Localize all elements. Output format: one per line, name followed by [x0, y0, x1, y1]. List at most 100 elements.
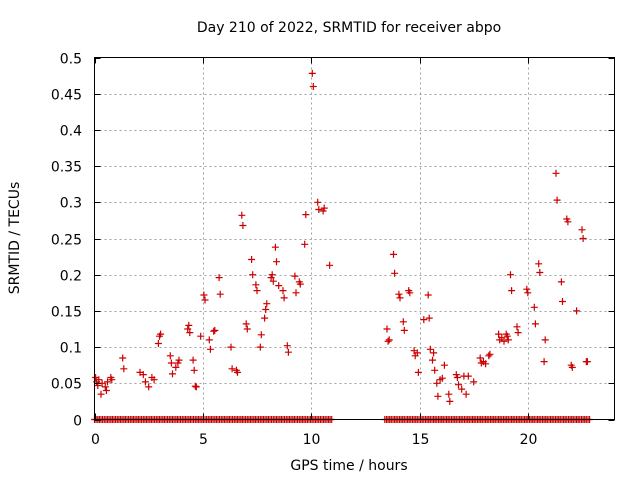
data-point — [301, 240, 309, 248]
data-point — [139, 371, 147, 379]
data-point — [234, 368, 241, 376]
data-point — [157, 330, 165, 338]
data-point — [201, 296, 209, 304]
data-point — [541, 336, 549, 344]
data-point — [228, 365, 236, 373]
data-point — [269, 277, 277, 285]
data-point — [507, 271, 514, 279]
data-point — [583, 358, 591, 366]
y-tick-label: 0.4 — [60, 124, 82, 140]
data-point — [514, 329, 522, 337]
data-point — [434, 392, 442, 400]
data-point — [383, 325, 391, 333]
data-point — [399, 318, 407, 326]
data-point — [384, 337, 392, 345]
data-point — [256, 343, 264, 351]
data-point — [552, 169, 560, 177]
y-tick-labels: 0 0.05 0.1 0.15 0.2 0.25 0.3 0.35 0.4 0.45 0.5 — [51, 52, 82, 430]
data-point — [268, 271, 276, 279]
data-point — [438, 374, 446, 382]
data-point — [523, 285, 531, 293]
data-point — [263, 300, 271, 308]
data-point — [524, 289, 532, 297]
y-tick-label: 0.5 — [60, 52, 82, 68]
data-point — [573, 307, 581, 315]
data-point — [145, 383, 153, 391]
plot-frame — [94, 57, 615, 420]
data-point — [531, 320, 539, 328]
data-point — [273, 258, 280, 266]
data-point — [95, 376, 103, 384]
data-point — [211, 326, 219, 334]
y-tick-label: 0.1 — [60, 341, 82, 357]
data-point — [243, 325, 251, 333]
data-point — [400, 326, 408, 334]
data-point — [498, 334, 506, 342]
data-point — [197, 332, 205, 340]
data-point — [433, 379, 441, 387]
x-tick-label: 15 — [412, 432, 430, 448]
data-point — [239, 222, 247, 229]
data-point — [413, 349, 421, 357]
data-point — [446, 397, 454, 405]
data-point — [215, 274, 223, 282]
data-point — [120, 365, 128, 373]
data-point — [464, 372, 472, 380]
data-point — [275, 282, 283, 290]
chart-title: Day 210 of 2022, SRMTID for receiver abp… — [197, 20, 501, 36]
data-point — [262, 306, 270, 313]
data-point — [540, 358, 548, 366]
data-point — [284, 348, 292, 356]
data-point — [189, 356, 197, 364]
data-point — [420, 316, 428, 324]
y-tick-label: 0.45 — [51, 88, 82, 104]
data-point — [530, 303, 538, 311]
data-point — [440, 361, 448, 369]
x-tick-label: 0 — [91, 432, 100, 448]
data-point — [557, 278, 565, 286]
data-point — [141, 378, 149, 386]
data-point — [97, 390, 105, 398]
data-point — [279, 287, 287, 295]
x-axis-label: GPS time / hours — [290, 458, 407, 474]
data-point — [253, 287, 261, 295]
y-tick-label: 0.3 — [60, 196, 82, 212]
data-point — [424, 291, 432, 299]
data-point — [535, 260, 543, 268]
data-point — [390, 250, 397, 258]
data-point — [396, 294, 404, 302]
axis-ticks — [94, 57, 615, 421]
data-point — [280, 294, 288, 302]
data-point — [314, 198, 322, 206]
data-point — [186, 329, 194, 337]
data-point — [292, 289, 300, 297]
data-point — [119, 354, 127, 362]
data-point — [172, 363, 180, 371]
data-point — [320, 204, 328, 212]
data-point — [227, 343, 235, 351]
data-point — [500, 337, 508, 345]
data-point — [249, 271, 257, 279]
data-point — [425, 314, 433, 322]
data-point — [326, 261, 334, 269]
data-point — [564, 218, 572, 226]
data-point — [190, 366, 198, 374]
data-point — [185, 321, 193, 329]
y-tick-label: 0 — [73, 414, 82, 430]
data-point — [458, 385, 466, 393]
data-point — [579, 235, 587, 242]
data-point — [470, 378, 478, 386]
data-point — [261, 314, 269, 322]
data-point — [206, 345, 214, 353]
data-point — [445, 390, 453, 398]
data-point — [508, 287, 516, 295]
data-point — [283, 342, 291, 350]
data-point — [568, 363, 576, 371]
y-tick-label: 0.05 — [51, 377, 82, 393]
x-tick-label: 20 — [520, 432, 538, 448]
data-point — [291, 272, 299, 280]
data-points — [91, 69, 594, 423]
data-point — [485, 352, 493, 360]
